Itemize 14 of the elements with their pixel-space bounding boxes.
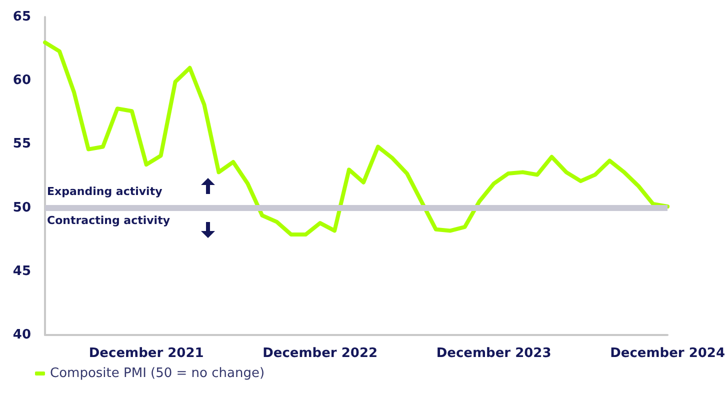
x-tick-label: December 2022 <box>262 346 378 361</box>
x-tick-label: December 2023 <box>436 346 552 361</box>
annotation: Expanding activity <box>47 184 162 198</box>
x-tick-label: December 2021 <box>88 346 204 361</box>
y-tick-label: 45 <box>12 264 31 279</box>
line-series <box>43 40 670 237</box>
legend-label: Composite PMI (50 = no change) <box>50 366 265 381</box>
y-tick-label: 50 <box>12 200 31 216</box>
annotation: Contracting activity <box>47 214 170 227</box>
y-tick-label: 55 <box>12 136 31 152</box>
y-tick-label: 60 <box>12 73 31 88</box>
y-tick-label: 40 <box>12 328 31 342</box>
x-tick-label: December 2024 <box>610 346 725 361</box>
y-tick-label: 65 <box>12 10 31 24</box>
